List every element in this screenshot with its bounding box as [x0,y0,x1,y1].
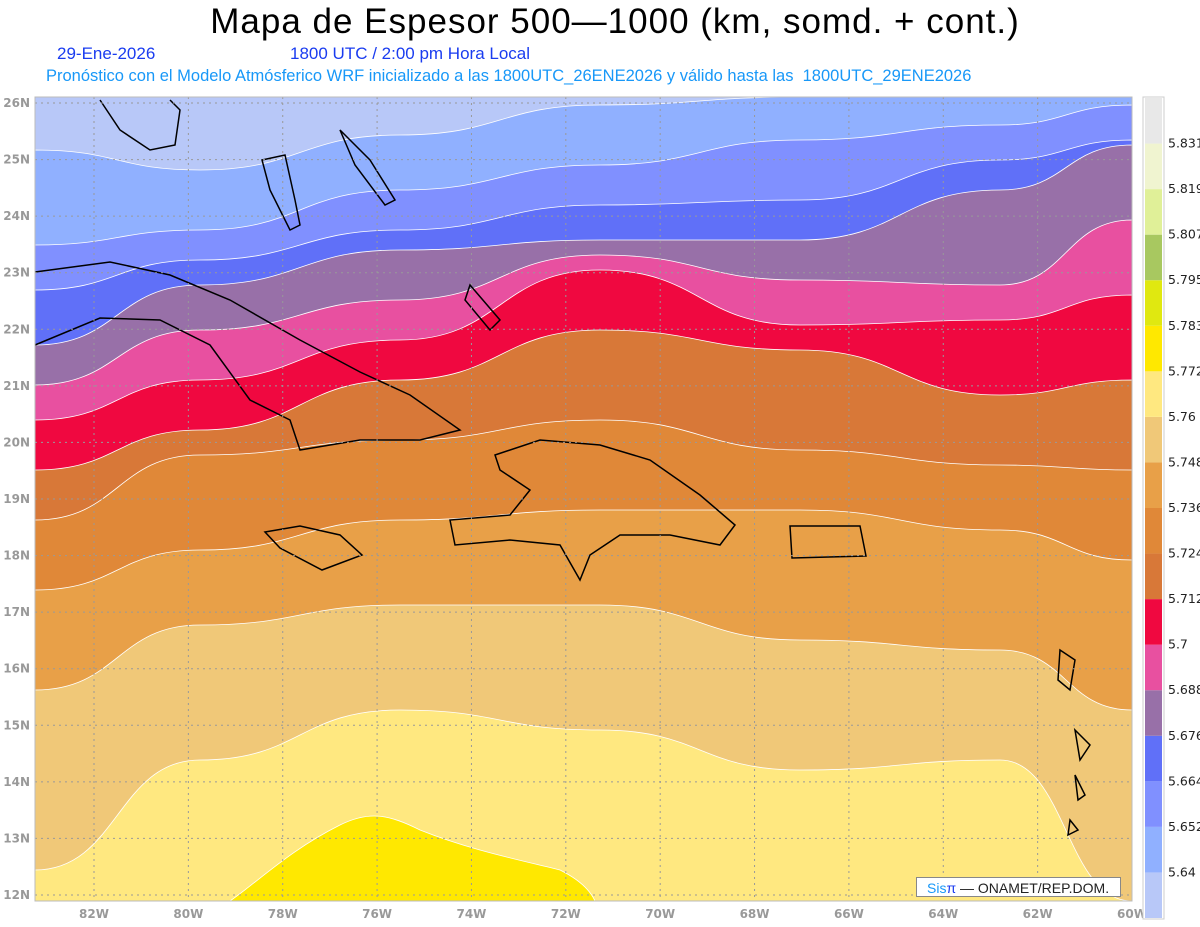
forecast-time: 1800 UTC / 2:00 pm Hora Local [290,44,531,63]
lat-tick-label: 21N [3,379,30,393]
colorbar-label: 5.676 [1168,728,1200,743]
lon-tick-label: 80W [173,907,203,921]
credit-box: Sisπ — ONAMET/REP.DOM. [916,877,1121,897]
colorbar-swatch [1145,735,1162,782]
lat-tick-label: 26N [3,96,30,110]
credit-brand: Sis [927,880,947,896]
colorbar-label: 5.712 [1168,591,1200,606]
lat-tick-label: 25N [3,153,30,167]
colorbar-swatch [1145,781,1162,827]
lon-tick-label: 78W [268,907,298,921]
colorbar-label: 5.807 [1168,227,1200,242]
lat-tick-label: 17N [3,605,30,619]
colorbar-label: 5.64 [1168,864,1196,879]
lon-tick-label: 74W [456,907,486,921]
colorbar-swatch [1145,416,1162,463]
colorbar-swatch [1145,98,1162,144]
lon-tick-label: 66W [834,907,864,921]
forecast-subtitle: Pronóstico con el Modelo Atmósferico WRF… [46,67,972,85]
lon-tick-label: 72W [551,907,581,921]
colorbar-label: 5.652 [1168,819,1200,834]
map-title: Mapa de Espesor 500—1000 (km, somd. + co… [210,2,1020,41]
lon-tick-label: 82W [79,907,109,921]
colorbar-label: 5.772 [1168,363,1200,378]
colorbar-label: 5.688 [1168,682,1200,697]
lon-tick-label: 68W [740,907,770,921]
forecast-date: 29-Ene-2026 [57,44,156,63]
colorbar-swatch [1145,280,1162,326]
colorbar-label: 5.76 [1168,409,1196,424]
colorbar-swatch [1145,462,1162,508]
lat-tick-label: 20N [3,435,30,449]
credit-text: — ONAMET/REP.DOM. [956,880,1110,896]
colorbar-label: 5.724 [1168,546,1200,561]
colorbar-swatch [1145,189,1162,235]
colorbar-label: 5.748 [1168,454,1200,469]
lat-tick-label: 15N [3,718,30,732]
jamaica-coast [263,525,364,571]
florida-coast [99,99,181,151]
lat-tick-label: 12N [3,888,30,902]
lat-tick-label: 18N [3,549,30,563]
lat-tick-label: 23N [3,266,30,280]
colorbar-label: 5.783 [1168,318,1200,333]
colorbar-swatch [1145,508,1162,554]
lesser-antilles-coast [1057,648,1091,837]
lat-tick-label: 14N [3,775,30,789]
lat-tick-label: 22N [3,322,30,336]
colorbar-swatch [1145,644,1162,691]
puerto-rico-coast [789,525,867,559]
colorbar-label: 5.664 [1168,773,1200,788]
colorbar-swatch [1145,234,1162,281]
credit-brand-pi: π [946,880,957,896]
colorbar-label: 5.7 [1168,637,1188,652]
thickness-band-5.772 [228,815,596,902]
lat-tick-label: 24N [3,209,30,223]
lon-tick-label: 76W [362,907,392,921]
colorbar-swatch [1145,690,1162,736]
lon-tick-label: 70W [645,907,675,921]
colorbar-swatch [1145,872,1162,918]
lon-tick-label: 62W [1023,907,1053,921]
cuba-coast [34,261,462,451]
lat-tick-label: 13N [3,831,30,845]
map-frame [34,96,1133,902]
colorbar-label: 5.819 [1168,181,1200,196]
colorbar-swatch [1145,599,1162,645]
colorbar-swatch [1145,371,1162,417]
colorbar-swatch [1145,826,1162,873]
colorbar-swatch [1145,143,1162,190]
colorbar-swatch [1145,553,1162,600]
bahamas-coast [261,129,502,332]
lat-tick-label: 19N [3,492,30,506]
colorbar-label: 5.831 [1168,136,1200,151]
colorbar-swatch [1145,325,1162,372]
lat-tick-label: 16N [3,662,30,676]
colorbar-label: 5.795 [1168,272,1200,287]
lon-tick-label: 60W [1117,907,1147,921]
hispaniola-coast [449,439,737,582]
colorbar-label: 5.736 [1168,500,1200,515]
lon-tick-label: 64W [928,907,958,921]
